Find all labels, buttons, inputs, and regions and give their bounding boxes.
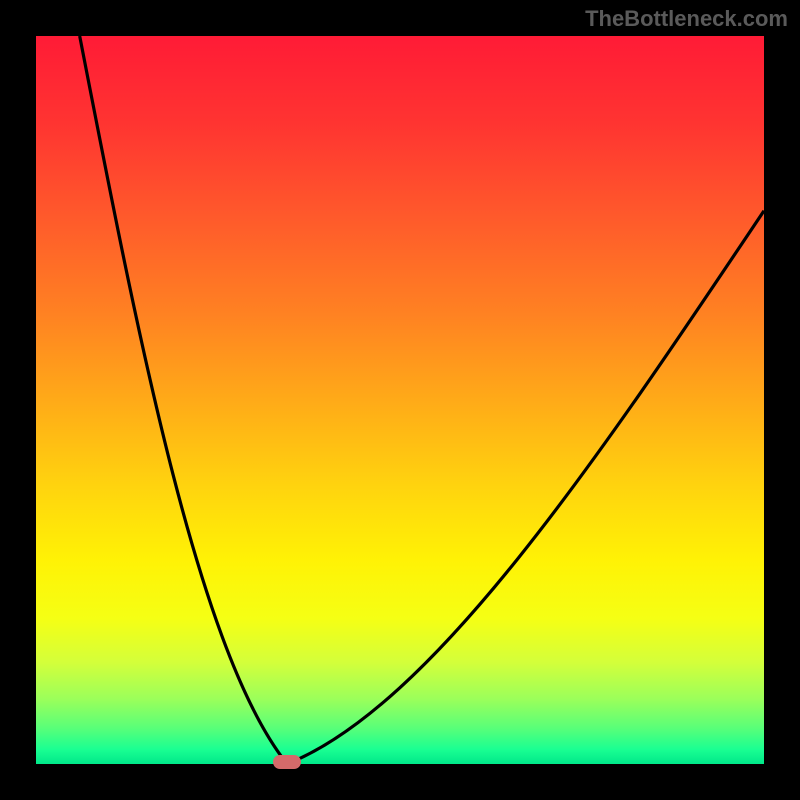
chart-plot-area xyxy=(36,36,764,764)
apex-marker xyxy=(273,755,301,769)
chart-curve xyxy=(36,36,764,764)
watermark-text: TheBottleneck.com xyxy=(585,6,788,32)
v-curve-path xyxy=(80,36,764,764)
